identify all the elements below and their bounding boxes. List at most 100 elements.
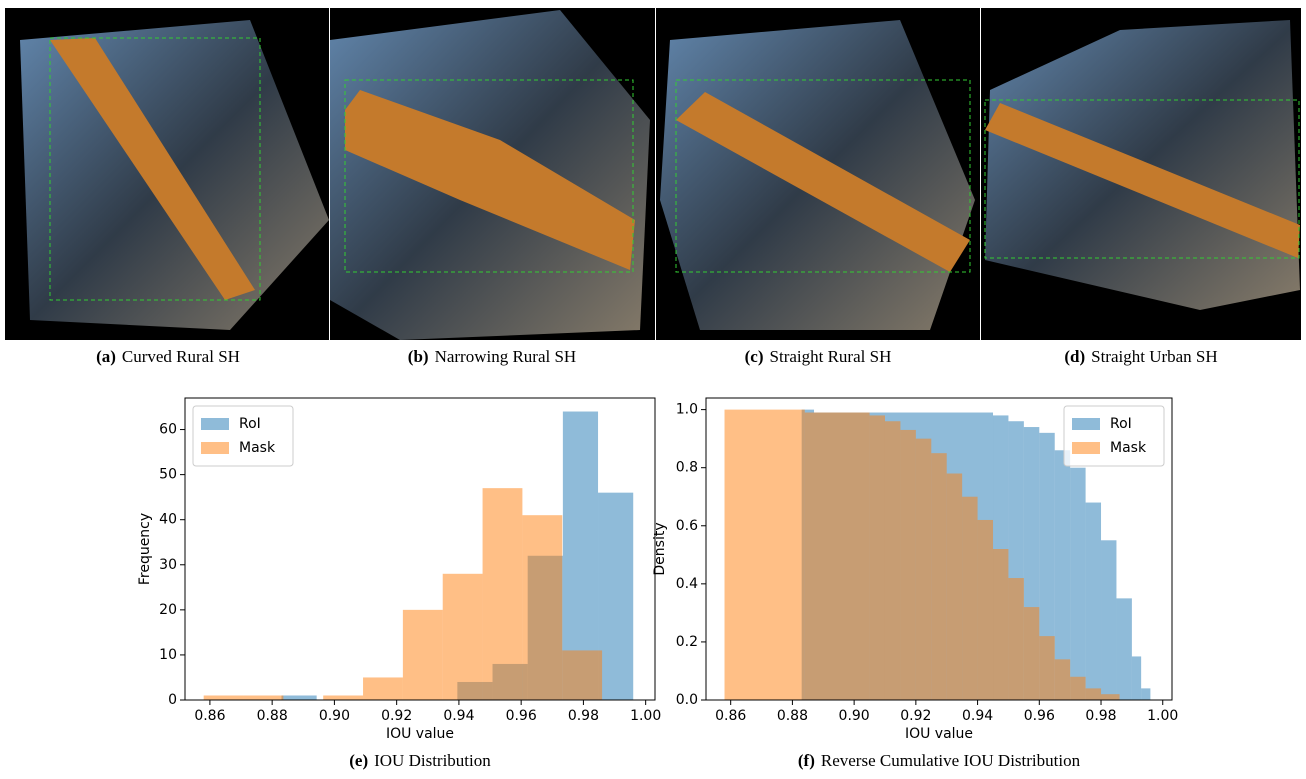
- x-tick-label: 0.98: [1085, 708, 1116, 724]
- caption: (c) Straight Rural SH: [745, 347, 892, 366]
- figure: (a)Curved Rural SH(b)Narrowing Rural SH(…: [0, 0, 1306, 779]
- caption-text: Straight Rural SH: [770, 347, 892, 366]
- bar: [1101, 694, 1120, 700]
- caption-label: (a): [96, 347, 116, 366]
- x-tick-label: 0.94: [962, 708, 993, 724]
- bar: [978, 520, 993, 700]
- bar: [1039, 636, 1054, 700]
- bar: [281, 695, 316, 700]
- caption-label: (e): [349, 751, 368, 770]
- y-tick-label: 0.2: [676, 634, 698, 650]
- x-tick-label: 0.96: [1024, 708, 1055, 724]
- bar: [725, 410, 805, 700]
- x-tick-label: 0.86: [715, 708, 746, 724]
- bar: [870, 415, 885, 700]
- x-tick-label: 0.88: [777, 708, 808, 724]
- y-tick-label: 1.0: [676, 402, 698, 418]
- caption-text: IOU Distribution: [374, 751, 491, 770]
- legend-label: RoI: [239, 416, 261, 432]
- x-tick-label: 1.00: [1147, 708, 1178, 724]
- legend-swatch: [201, 442, 229, 454]
- bar: [885, 421, 900, 700]
- bar: [1116, 598, 1131, 700]
- caption: (a) Curved Rural SH: [96, 347, 240, 366]
- bar: [1101, 540, 1116, 700]
- y-tick-label: 50: [159, 467, 177, 483]
- x-axis-label: IOU value: [386, 726, 454, 742]
- caption: (b) Narrowing Rural SH: [408, 347, 576, 366]
- legend-label: Mask: [1110, 440, 1147, 456]
- bar: [1070, 468, 1085, 700]
- bar: [962, 497, 977, 700]
- x-tick-label: 0.86: [194, 708, 225, 724]
- x-tick-label: 0.90: [839, 708, 870, 724]
- caption-label: (b): [408, 347, 429, 366]
- caption: (e) IOU Distribution: [349, 751, 491, 770]
- bar: [598, 493, 633, 700]
- image-a: [5, 8, 329, 340]
- y-tick-label: 0: [168, 692, 177, 708]
- caption-text: Curved Rural SH: [122, 347, 240, 366]
- x-tick-label: 0.92: [900, 708, 931, 724]
- bar: [443, 574, 483, 700]
- bar: [403, 610, 443, 700]
- caption-label: (f): [798, 751, 815, 770]
- x-tick-label: 0.92: [381, 708, 412, 724]
- bar: [916, 439, 931, 700]
- y-tick-label: 0.8: [676, 460, 698, 476]
- caption-text: Narrowing Rural SH: [435, 347, 577, 366]
- y-tick-label: 30: [159, 557, 177, 573]
- y-axis-label: Frequency: [137, 513, 153, 585]
- bar: [323, 695, 363, 700]
- x-tick-label: 0.96: [506, 708, 537, 724]
- caption-label: (d): [1064, 347, 1085, 366]
- bar: [363, 677, 403, 700]
- x-tick-label: 0.88: [257, 708, 288, 724]
- bar: [522, 515, 562, 700]
- bar: [993, 549, 1008, 700]
- bar: [1086, 688, 1101, 700]
- legend-box: [1064, 406, 1164, 466]
- bar: [805, 413, 870, 700]
- bar: [1132, 656, 1141, 700]
- caption: (d) Straight Urban SH: [1064, 347, 1217, 366]
- y-axis-label: Density: [652, 522, 668, 575]
- bar: [931, 453, 946, 700]
- bar: [244, 695, 284, 700]
- legend-box: [193, 406, 293, 466]
- y-tick-label: 60: [159, 422, 177, 438]
- image-d: [981, 8, 1301, 340]
- y-tick-label: 0.6: [676, 518, 698, 534]
- bar: [947, 474, 962, 701]
- caption-label: (c): [745, 347, 764, 366]
- bar: [1141, 688, 1150, 700]
- bar: [1008, 578, 1023, 700]
- y-tick-label: 40: [159, 512, 177, 528]
- x-axis-label: IOU value: [905, 726, 973, 742]
- x-tick-label: 1.00: [630, 708, 661, 724]
- bar: [900, 430, 915, 700]
- caption: (f) Reverse Cumulative IOU Distribution: [798, 751, 1081, 770]
- caption-text: Straight Urban SH: [1091, 347, 1218, 366]
- y-tick-label: 0.4: [676, 576, 698, 592]
- bar: [562, 650, 602, 700]
- bar: [1070, 677, 1085, 700]
- x-tick-label: 0.94: [443, 708, 474, 724]
- legend-label: Mask: [239, 440, 276, 456]
- legend-swatch: [201, 418, 229, 430]
- x-tick-label: 0.98: [568, 708, 599, 724]
- legend-swatch: [1072, 442, 1100, 454]
- legend-label: RoI: [1110, 416, 1132, 432]
- image-b: [330, 8, 655, 340]
- bar: [204, 695, 244, 700]
- bar: [1055, 659, 1070, 700]
- bar: [1086, 503, 1101, 700]
- legend-swatch: [1072, 418, 1100, 430]
- caption-text: Reverse Cumulative IOU Distribution: [821, 751, 1081, 770]
- y-tick-label: 20: [159, 602, 177, 618]
- bar: [1024, 607, 1039, 700]
- y-tick-label: 0.0: [676, 692, 698, 708]
- image-c: [656, 8, 980, 340]
- y-tick-label: 10: [159, 647, 177, 663]
- bar: [483, 488, 523, 700]
